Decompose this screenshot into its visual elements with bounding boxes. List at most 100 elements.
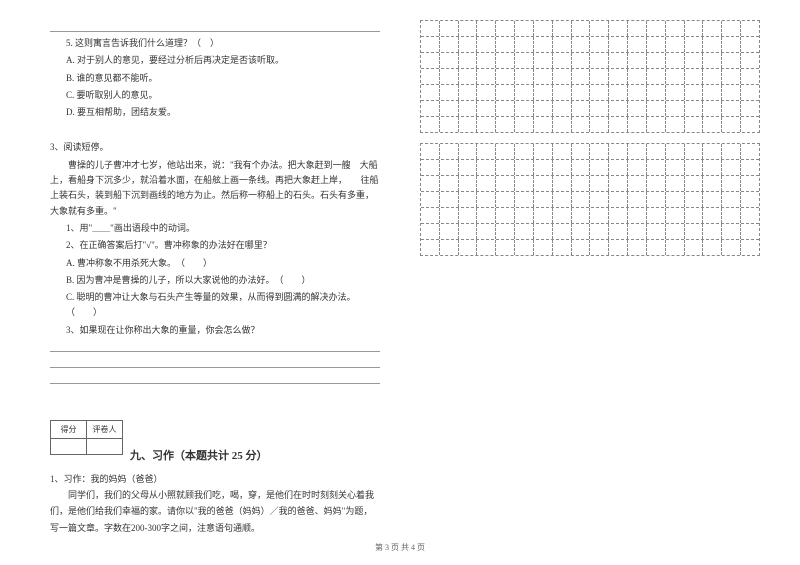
grid-cell[interactable] [553, 21, 572, 36]
grid-cell[interactable] [477, 160, 496, 175]
grid-cell[interactable] [459, 224, 478, 239]
grid-cell[interactable] [703, 53, 722, 68]
grid-cell[interactable] [628, 101, 647, 116]
grid-cell[interactable] [703, 37, 722, 52]
grid-cell[interactable] [496, 144, 515, 159]
grid-cell[interactable] [703, 160, 722, 175]
grid-cell[interactable] [685, 192, 704, 207]
grid-cell[interactable] [496, 240, 515, 255]
grid-cell[interactable] [666, 240, 685, 255]
grid-cell[interactable] [741, 208, 759, 223]
grid-cell[interactable] [572, 192, 591, 207]
grid-cell[interactable] [722, 240, 741, 255]
grid-cell[interactable] [703, 224, 722, 239]
grid-cell[interactable] [477, 69, 496, 84]
grid-cell[interactable] [685, 208, 704, 223]
grid-cell[interactable] [722, 208, 741, 223]
grid-cell[interactable] [421, 21, 440, 36]
grid-cell[interactable] [572, 37, 591, 52]
grid-cell[interactable] [741, 85, 759, 100]
grid-cell[interactable] [722, 117, 741, 132]
grid-cell[interactable] [553, 240, 572, 255]
grid-cell[interactable] [572, 53, 591, 68]
grid-cell[interactable] [421, 160, 440, 175]
grid-cell[interactable] [477, 208, 496, 223]
grid-cell[interactable] [553, 53, 572, 68]
grid-cell[interactable] [628, 69, 647, 84]
grid-cell[interactable] [459, 117, 478, 132]
grid-cell[interactable] [685, 117, 704, 132]
grid-cell[interactable] [553, 101, 572, 116]
grid-cell[interactable] [609, 101, 628, 116]
grid-cell[interactable] [534, 101, 553, 116]
grid-cell[interactable] [534, 208, 553, 223]
grid-cell[interactable] [590, 69, 609, 84]
grid-cell[interactable] [421, 37, 440, 52]
grid-cell[interactable] [647, 160, 666, 175]
grid-cell[interactable] [647, 144, 666, 159]
grid-cell[interactable] [685, 160, 704, 175]
grid-cell[interactable] [741, 160, 759, 175]
grid-cell[interactable] [722, 160, 741, 175]
grid-cell[interactable] [572, 240, 591, 255]
grid-cell[interactable] [741, 144, 759, 159]
grid-cell[interactable] [553, 208, 572, 223]
grid-cell[interactable] [496, 85, 515, 100]
grid-cell[interactable] [590, 101, 609, 116]
grid-cell[interactable] [459, 176, 478, 191]
grid-cell[interactable] [628, 53, 647, 68]
grid-cell[interactable] [421, 208, 440, 223]
grid-cell[interactable] [628, 160, 647, 175]
grid-cell[interactable] [553, 176, 572, 191]
grid-cell[interactable] [421, 192, 440, 207]
grid-cell[interactable] [647, 117, 666, 132]
grid-cell[interactable] [590, 21, 609, 36]
grid-cell[interactable] [647, 192, 666, 207]
grid-cell[interactable] [440, 192, 459, 207]
grid-cell[interactable] [534, 21, 553, 36]
grid-cell[interactable] [703, 101, 722, 116]
grid-cell[interactable] [477, 117, 496, 132]
grid-cell[interactable] [666, 176, 685, 191]
grid-cell[interactable] [703, 144, 722, 159]
grid-cell[interactable] [685, 144, 704, 159]
grid-cell[interactable] [590, 37, 609, 52]
grid-cell[interactable] [685, 21, 704, 36]
grid-cell[interactable] [703, 69, 722, 84]
grid-cell[interactable] [459, 208, 478, 223]
grid-cell[interactable] [534, 69, 553, 84]
grid-cell[interactable] [515, 37, 534, 52]
grid-cell[interactable] [572, 117, 591, 132]
grid-cell[interactable] [553, 117, 572, 132]
grid-cell[interactable] [590, 117, 609, 132]
grid-cell[interactable] [628, 208, 647, 223]
grid-cell[interactable] [477, 176, 496, 191]
grid-cell[interactable] [590, 224, 609, 239]
grid-cell[interactable] [609, 192, 628, 207]
grid-cell[interactable] [534, 144, 553, 159]
grid-cell[interactable] [515, 85, 534, 100]
grid-cell[interactable] [647, 224, 666, 239]
grid-cell[interactable] [647, 176, 666, 191]
grid-cell[interactable] [572, 21, 591, 36]
grid-cell[interactable] [440, 53, 459, 68]
grid-cell[interactable] [722, 85, 741, 100]
grid-cell[interactable] [647, 240, 666, 255]
grid-cell[interactable] [609, 117, 628, 132]
grid-cell[interactable] [609, 37, 628, 52]
grid-cell[interactable] [459, 160, 478, 175]
grid-cell[interactable] [647, 53, 666, 68]
grid-cell[interactable] [685, 53, 704, 68]
grid-cell[interactable] [459, 69, 478, 84]
grid-cell[interactable] [590, 85, 609, 100]
grid-cell[interactable] [703, 21, 722, 36]
grid-cell[interactable] [440, 69, 459, 84]
grid-cell[interactable] [722, 53, 741, 68]
grid-cell[interactable] [440, 208, 459, 223]
grid-cell[interactable] [703, 192, 722, 207]
grid-cell[interactable] [722, 21, 741, 36]
grid-cell[interactable] [666, 53, 685, 68]
grid-cell[interactable] [685, 176, 704, 191]
grid-cell[interactable] [685, 101, 704, 116]
grid-cell[interactable] [496, 117, 515, 132]
